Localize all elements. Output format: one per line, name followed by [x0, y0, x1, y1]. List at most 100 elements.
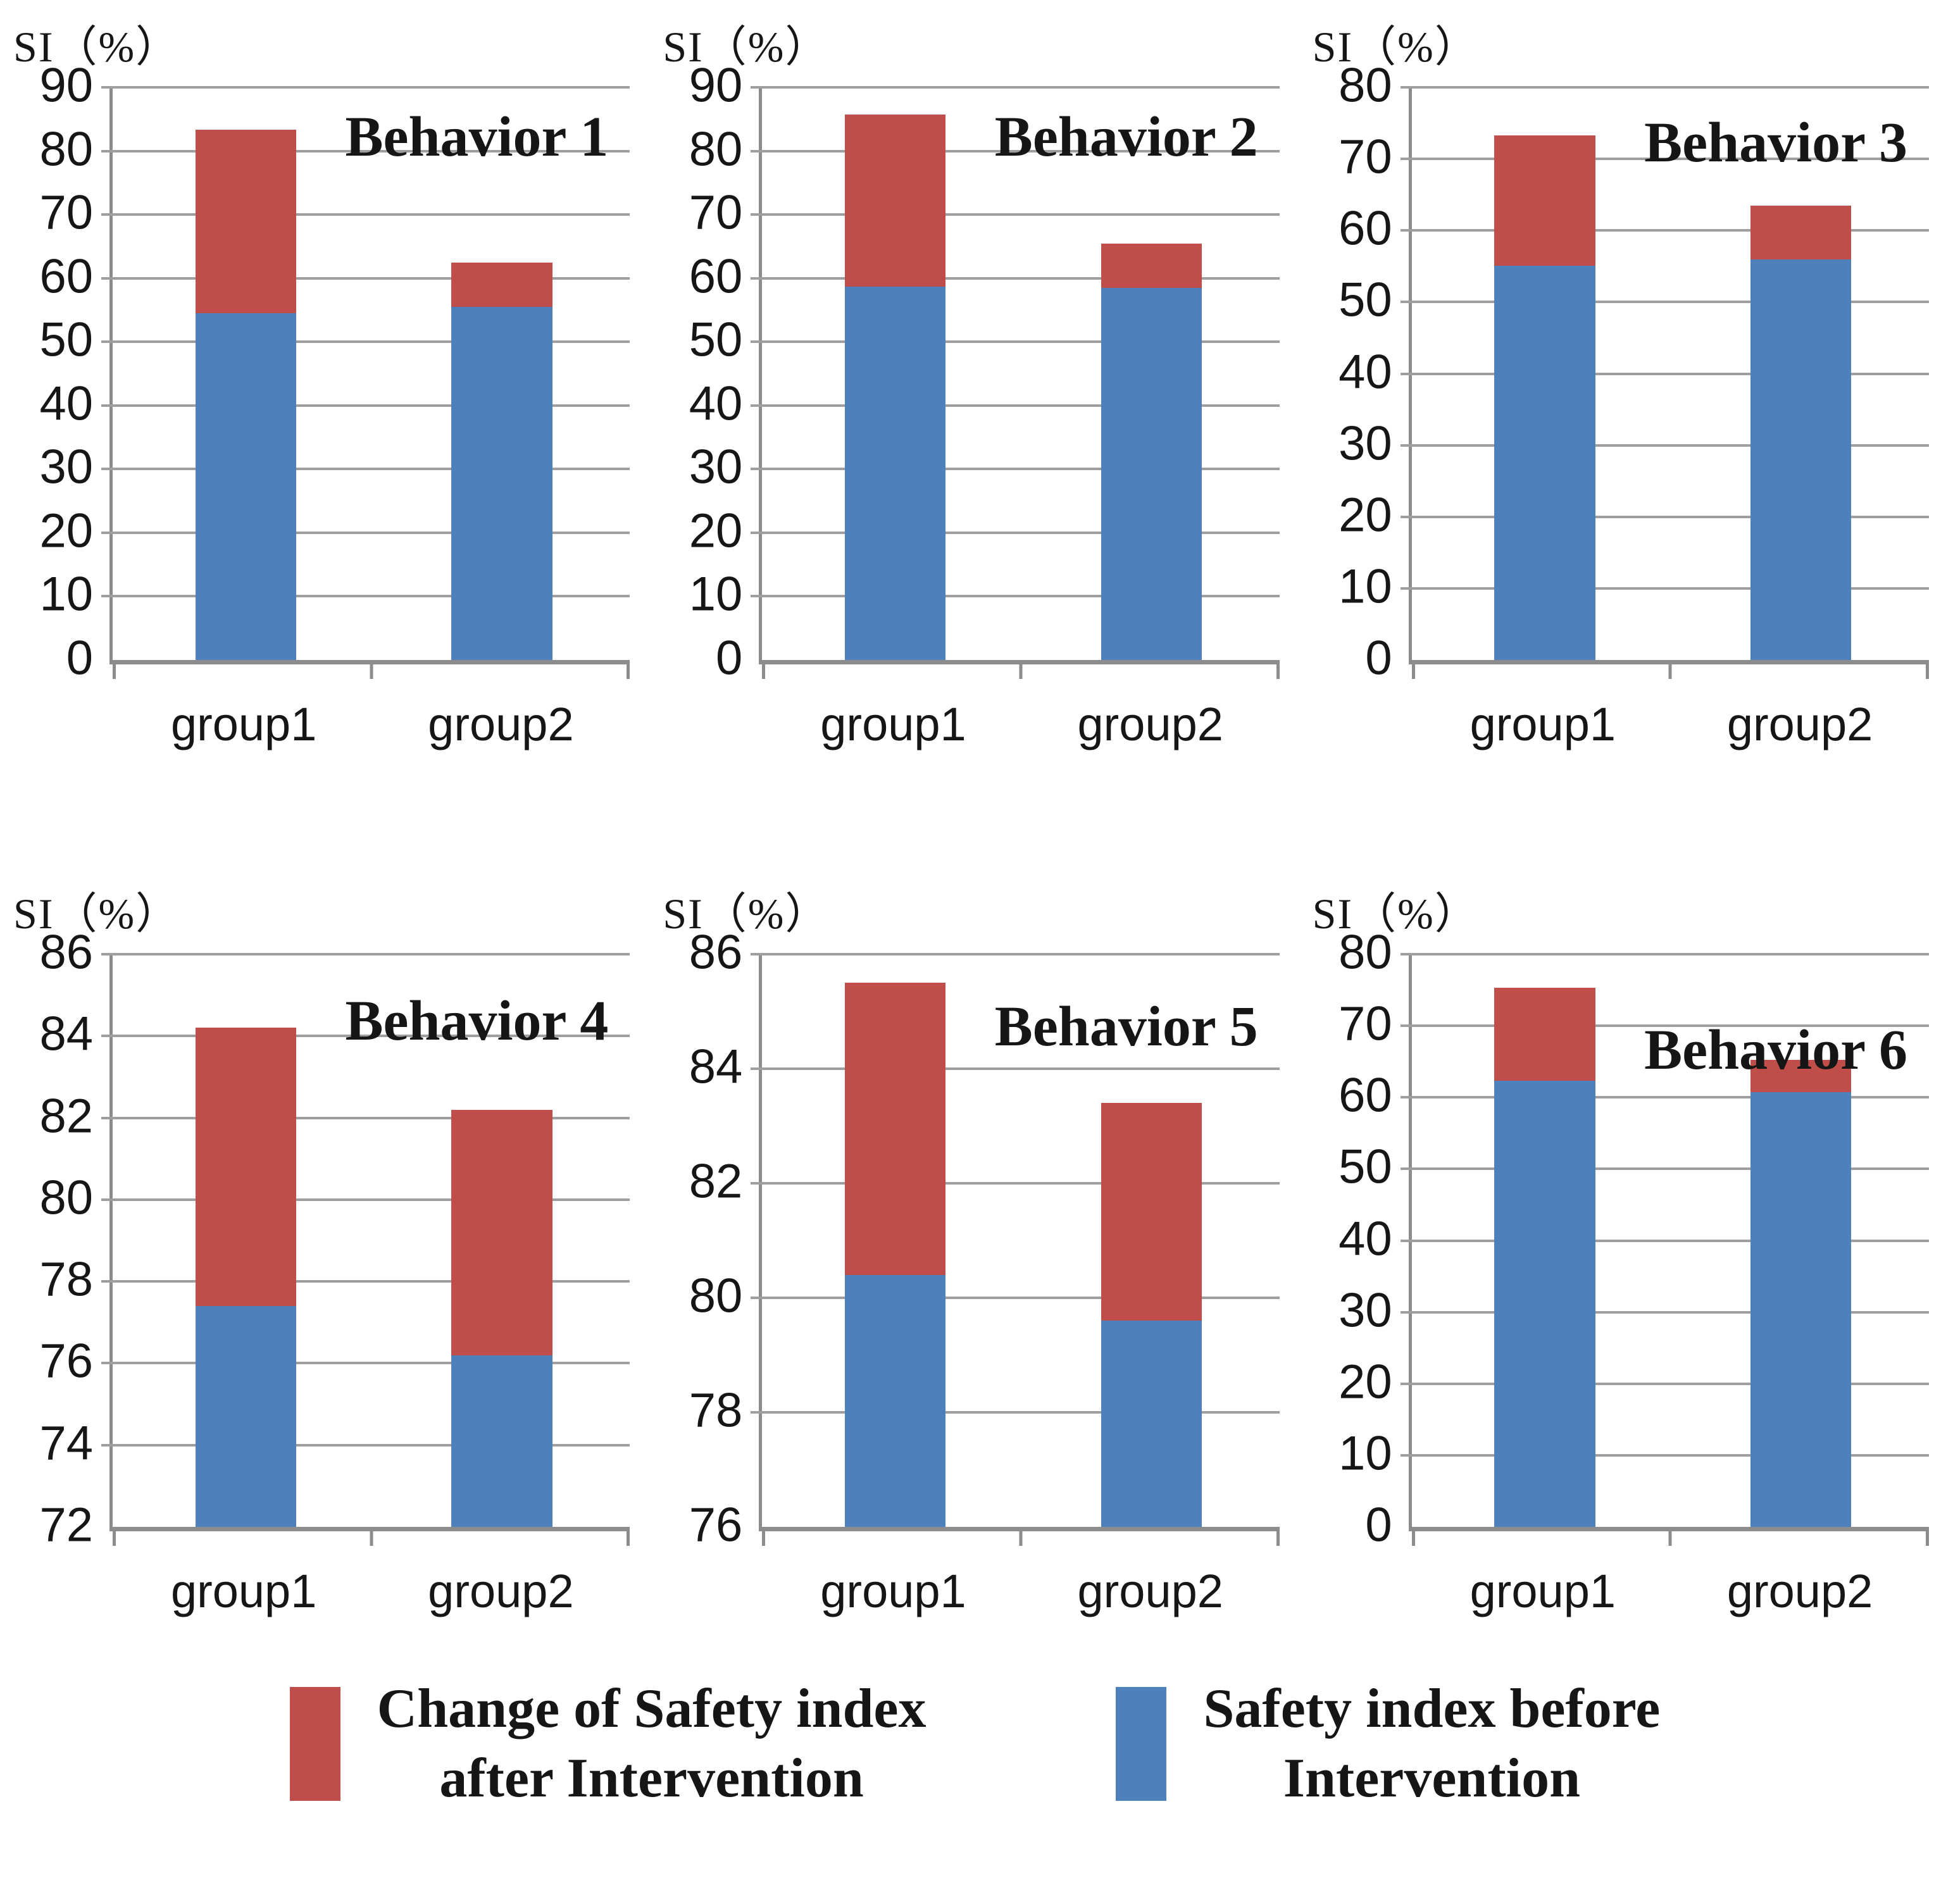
x-category-label-group2: group2 [428, 1565, 574, 1617]
bar-before-intervention-group2 [1750, 1092, 1852, 1527]
legend-swatch-change-red [289, 1687, 340, 1801]
y-tick-label: 60 [689, 249, 743, 304]
gridline [751, 149, 1280, 152]
legend-label-before: Safety index before Intervention [1203, 1678, 1661, 1809]
bar-before-intervention-group2 [451, 306, 552, 660]
y-axis-unit-label: SI（%） [663, 23, 830, 71]
x-axis-tick-mark [627, 664, 630, 679]
bar-change-after-intervention-group2 [1101, 244, 1202, 288]
gridline [751, 1411, 1280, 1414]
y-tick-label: 0 [1365, 631, 1392, 685]
y-tick-label: 70 [689, 185, 743, 240]
x-axis-category-labels: group1 group2 [759, 1531, 1279, 1639]
gridline [101, 1280, 630, 1283]
x-axis-category-labels: group1 group2 [109, 664, 630, 772]
gridline [751, 340, 1280, 344]
y-tick-label: 50 [689, 313, 743, 367]
gridline [1400, 444, 1929, 447]
x-axis-tick-mark [1411, 1531, 1415, 1546]
chart-body: 80 70 60 50 40 30 20 10 0 Behavior 3 [1309, 61, 1940, 682]
y-tick-label: 70 [1338, 997, 1392, 1051]
y-tick-label: 86 [39, 925, 93, 980]
plot-area: Behavior 1 [101, 86, 630, 679]
gridline [1400, 301, 1929, 304]
gridline [1400, 1096, 1929, 1099]
bar-change-after-intervention-group1 [195, 130, 297, 313]
y-tick-label: 20 [1338, 1355, 1392, 1409]
gridline [101, 86, 630, 89]
plot-area: Behavior 6 [1400, 953, 1929, 1546]
y-axis-unit-label: SI（%） [663, 890, 830, 938]
x-axis-tick-mark [370, 1531, 373, 1546]
y-tick-label: 60 [1338, 201, 1392, 256]
y-tick-label: 80 [689, 122, 743, 177]
chart-title: Behavior 3 [1644, 111, 1907, 175]
y-tick-label: 20 [39, 504, 93, 558]
y-tick-label: 90 [39, 58, 93, 113]
bar-before-intervention-group2 [1101, 1321, 1202, 1527]
chart-body: 90 80 70 60 50 40 30 20 10 0 Behavior 1 [9, 61, 641, 682]
gridline [751, 531, 1280, 534]
x-category-label-group2: group2 [1726, 698, 1873, 750]
gridline [101, 1035, 630, 1038]
x-category-label-group1: group1 [820, 698, 966, 750]
chart-title: Behavior 5 [994, 995, 1258, 1059]
legend-swatch-before-blue [1116, 1687, 1167, 1801]
y-tick-label: 80 [1338, 58, 1392, 113]
gridline [1400, 587, 1929, 590]
y-tick-label: 10 [1338, 559, 1392, 614]
y-tick-label: 72 [39, 1498, 93, 1552]
gridline [1400, 1024, 1929, 1028]
y-tick-label: 90 [689, 58, 743, 113]
bar-before-intervention-group1 [845, 286, 946, 660]
chart-title: Behavior 2 [994, 106, 1258, 169]
y-tick-label: 76 [689, 1498, 743, 1552]
gridline [101, 595, 630, 598]
gridline [101, 953, 630, 955]
bar-change-after-intervention-group1 [1494, 988, 1595, 1081]
y-tick-label: 40 [1338, 1212, 1392, 1266]
y-tick-label: 50 [1338, 1140, 1392, 1195]
x-axis-tick-mark [1276, 1531, 1280, 1546]
x-axis-category-labels: group1 group2 [1409, 664, 1929, 772]
y-axis-unit-label: SI（%） [13, 23, 180, 71]
y-tick-label: 30 [39, 440, 93, 495]
gridline [751, 277, 1280, 280]
y-tick-label: 0 [716, 631, 743, 685]
gridline [101, 1198, 630, 1201]
gridline [1400, 1239, 1929, 1242]
x-category-label-group1: group1 [170, 1565, 317, 1617]
x-category-label-group2: group2 [428, 698, 574, 750]
bar-change-after-intervention-group2 [1750, 1060, 1852, 1093]
gridline [1400, 953, 1929, 955]
x-axis-tick-mark [113, 664, 116, 679]
chart-behavior-5: SI（%） 86 84 82 80 78 76 Behavior 5 group1 group2 [659, 873, 1290, 1639]
x-axis-tick-mark [1019, 1531, 1023, 1546]
bar-before-intervention-group2 [451, 1355, 552, 1527]
y-tick-label: 76 [39, 1335, 93, 1389]
gridline [751, 953, 1280, 955]
bar-before-intervention-group1 [195, 313, 297, 660]
y-tick-label: 0 [66, 631, 93, 685]
plot-area: Behavior 5 [751, 953, 1280, 1546]
bar-before-intervention-group2 [1750, 259, 1852, 660]
y-tick-label: 80 [689, 1269, 743, 1323]
y-tick-label: 60 [39, 249, 93, 304]
bar-change-after-intervention-group2 [1101, 1103, 1202, 1321]
y-tick-label: 0 [1365, 1498, 1392, 1552]
x-category-label-group1: group1 [820, 1565, 966, 1617]
x-axis-tick-mark [627, 1531, 630, 1546]
chart-behavior-6: SI（%） 80 70 60 50 40 30 20 10 0 Behavior 6 group1 gr… [1309, 873, 1940, 1639]
gridline [1400, 1167, 1929, 1171]
y-tick-label: 70 [39, 185, 93, 240]
chart-body: 90 80 70 60 50 40 30 20 10 0 Behavior 2 [659, 61, 1290, 682]
y-tick-label: 84 [689, 1040, 743, 1094]
bar-change-after-intervention-group1 [195, 1028, 297, 1306]
chart-title: Behavior 6 [1644, 1018, 1907, 1081]
x-axis-tick-mark [113, 1531, 116, 1546]
chart-body: 80 70 60 50 40 30 20 10 0 Behavior 6 [1309, 928, 1940, 1549]
bar-before-intervention-group1 [1494, 265, 1595, 660]
x-axis-tick-mark [1668, 1531, 1672, 1546]
bar-change-after-intervention-group1 [845, 983, 946, 1275]
